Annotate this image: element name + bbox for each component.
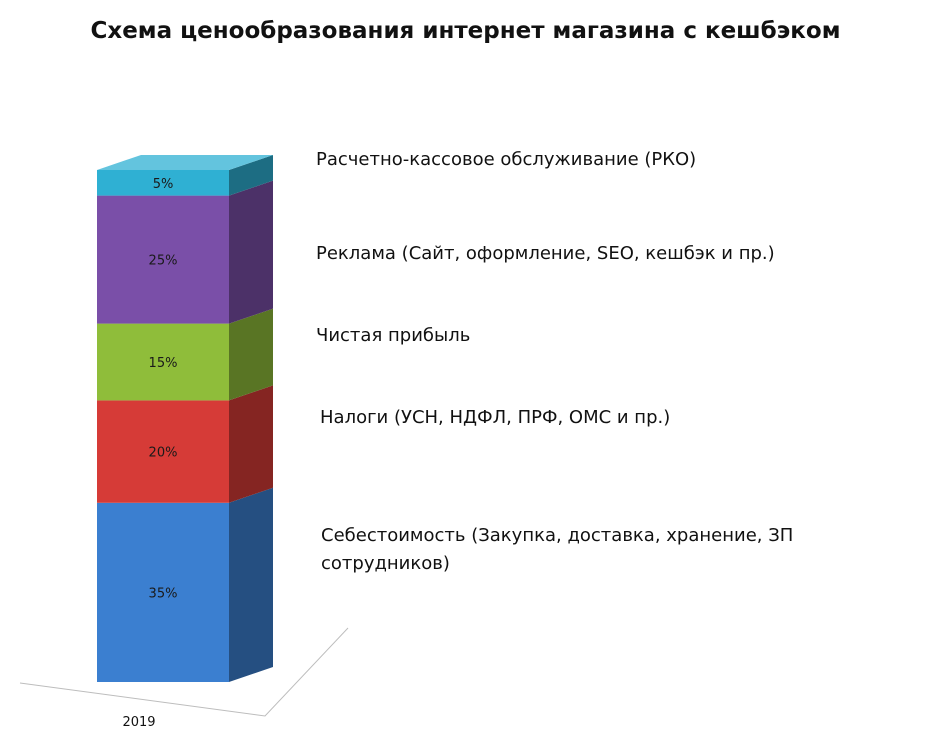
bar-segment-side-0 [229, 487, 273, 682]
data-label-4: 5% [153, 177, 174, 192]
bar-segment-side-1 [229, 385, 273, 503]
bar-segment-side-4 [229, 155, 273, 196]
bar-segment-front-3 [97, 195, 229, 324]
data-label-2: 15% [149, 356, 178, 371]
x-tick-label: 2019 [122, 715, 155, 730]
bar-segment-side-3 [229, 180, 273, 324]
legend-label-cost: Себестоимость (Закупка, доставка, хранен… [321, 525, 794, 574]
bar-segment-top-4 [97, 155, 273, 170]
legend-label-rko: Расчетно-кассовое обслуживание (РКО) [316, 149, 697, 170]
legend-label-ads: Реклама (Сайт, оформление, SEO, кешбэк и… [316, 243, 775, 264]
chart-title: Схема ценообразования интернет магазина … [90, 18, 841, 44]
bar-segment-side-2 [229, 308, 273, 401]
bar-segment-front-4 [97, 170, 229, 196]
legend-label-profit: Чистая прибыль [316, 325, 471, 346]
data-label-3: 25% [149, 254, 178, 269]
bar-segment-front-1 [97, 400, 229, 503]
data-label-1: 20% [149, 446, 178, 461]
bar-segment-front-0 [97, 502, 229, 682]
floor-outline [19, 627, 349, 717]
legend-label-taxes: Налоги (УСН, НДФЛ, ПРФ, ОМС и пр.) [320, 407, 671, 428]
bar-segment-front-2 [97, 323, 229, 401]
data-label-0: 35% [149, 586, 178, 601]
